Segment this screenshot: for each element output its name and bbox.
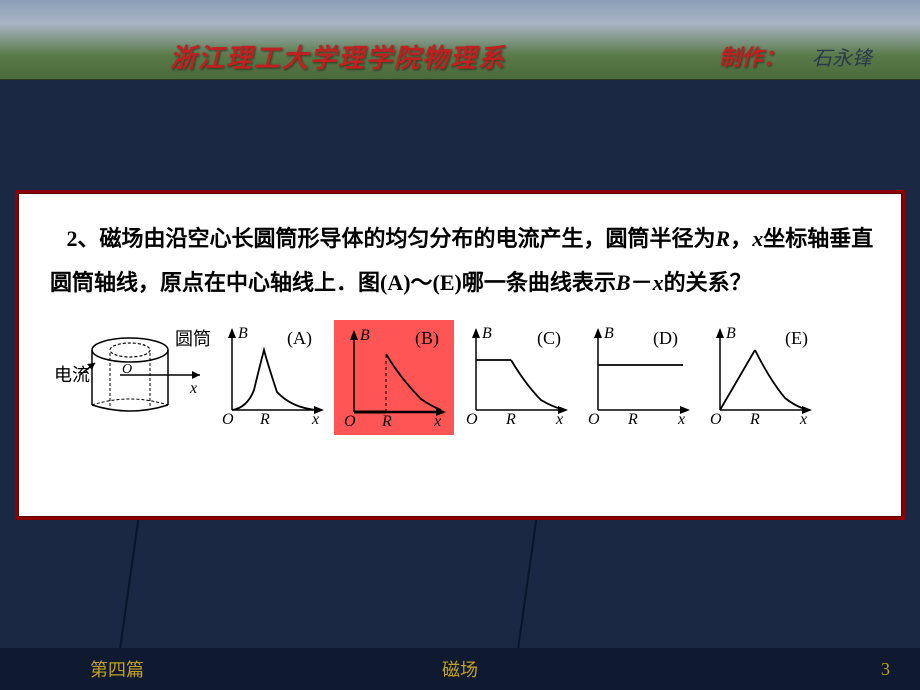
option-b-label: (B) — [415, 328, 439, 349]
svg-text:R: R — [627, 411, 638, 428]
option-c-label: (C) — [537, 328, 561, 349]
svg-text:R: R — [381, 413, 392, 430]
question-text: 2、磁场由沿空心长圆筒形导体的均匀分布的电流产生，圆筒半径为R，x坐标轴垂直圆筒… — [50, 217, 880, 305]
header-banner: 浙江理工大学理学院物理系 制作： 石永锋 — [0, 0, 920, 80]
graph-a-svg: B O R x — [212, 320, 332, 430]
option-d-label: (D) — [653, 328, 678, 349]
institution-title: 浙江理工大学理学院物理系 — [170, 38, 506, 75]
svg-text:B: B — [238, 325, 248, 342]
svg-text:O: O — [466, 411, 478, 428]
option-a-label: (A) — [287, 328, 312, 349]
graphs-row: 圆筒 电流 O x (A) B O R x (B) — [50, 315, 880, 435]
footer-section: 第四篇 — [90, 656, 144, 682]
author-name: 石永锋 — [812, 42, 872, 71]
page-number: 3 — [881, 659, 890, 680]
cylinder-label: 圆筒 — [175, 329, 210, 349]
graph-d-svg: B O R x — [578, 320, 698, 430]
graph-option-e: (E) B O R x — [700, 320, 820, 435]
svg-text:O: O — [344, 413, 356, 430]
slide-footer: 第四篇 磁场 3 — [0, 648, 920, 690]
author-label: 制作： — [719, 40, 785, 72]
svg-text:x: x — [555, 411, 563, 428]
origin-o: O — [122, 362, 132, 377]
svg-text:B: B — [360, 327, 370, 344]
question-panel: 2、磁场由沿空心长圆筒形导体的均匀分布的电流产生，圆筒半径为R，x坐标轴垂直圆筒… — [15, 190, 905, 520]
cylinder-svg: 圆筒 电流 O x — [50, 315, 210, 430]
svg-text:x: x — [433, 413, 441, 430]
option-e-label: (E) — [785, 328, 808, 349]
cylinder-diagram: 圆筒 电流 O x — [50, 315, 210, 435]
question-number: 2 — [67, 226, 78, 251]
graph-option-a: (A) B O R x — [212, 320, 332, 435]
svg-text:R: R — [259, 411, 270, 428]
svg-text:R: R — [505, 411, 516, 428]
svg-text:O: O — [222, 411, 234, 428]
svg-text:R: R — [749, 411, 760, 428]
svg-text:O: O — [588, 411, 600, 428]
svg-text:B: B — [604, 325, 614, 342]
svg-text:x: x — [799, 411, 807, 428]
current-label: 电流 — [54, 365, 90, 385]
svg-text:B: B — [726, 325, 736, 342]
graph-option-b: (B) B O R x — [334, 320, 454, 435]
footer-chapter: 磁场 — [442, 656, 478, 682]
graph-option-c: (C) B O R x — [456, 320, 576, 435]
svg-text:x: x — [311, 411, 319, 428]
svg-text:B: B — [482, 325, 492, 342]
x-axis-label: x — [189, 380, 197, 397]
graph-option-d: (D) B O R x — [578, 320, 698, 435]
svg-text:O: O — [710, 411, 722, 428]
svg-text:x: x — [677, 411, 685, 428]
